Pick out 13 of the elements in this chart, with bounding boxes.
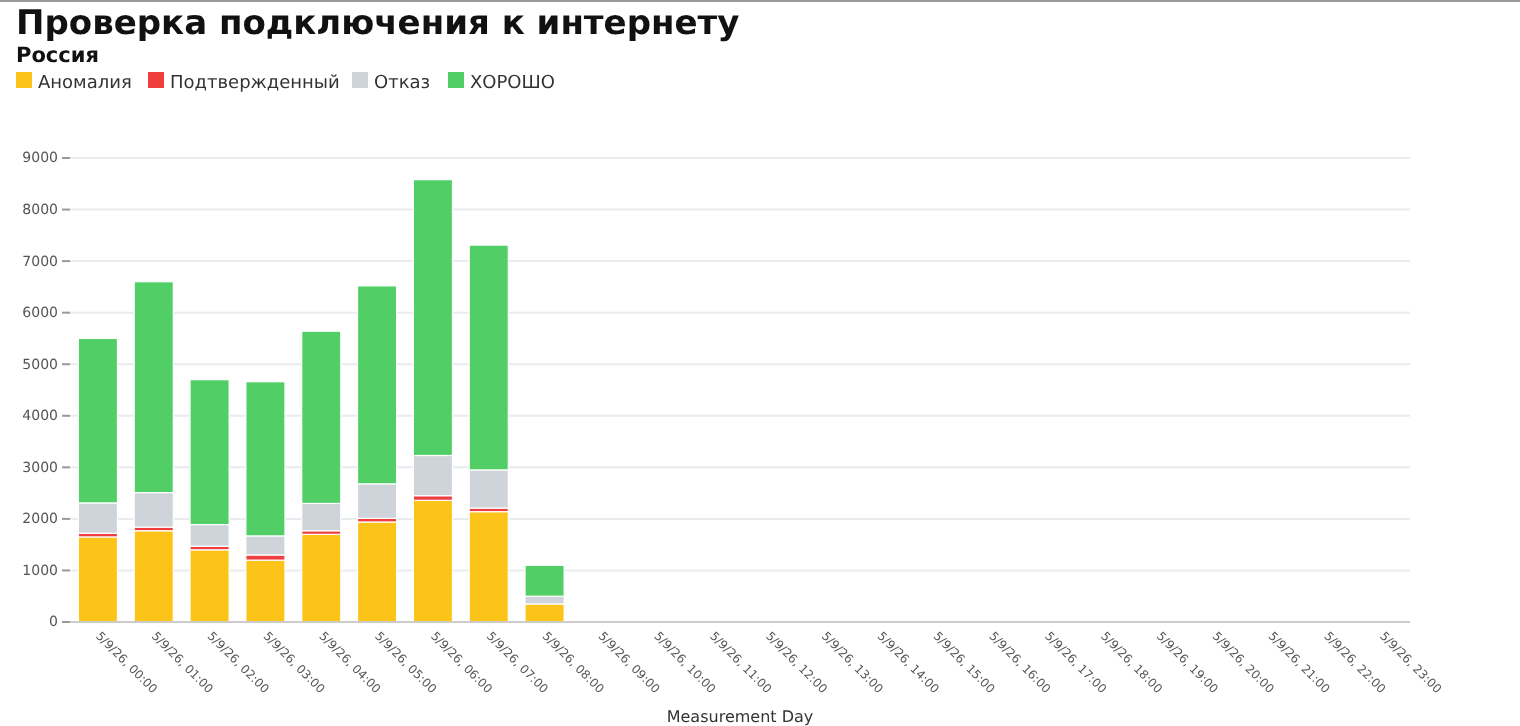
bar	[301, 533, 342, 623]
bar	[77, 536, 119, 623]
chart-subtitle: Россия	[16, 44, 99, 68]
legend-label: Отказ	[374, 74, 431, 94]
legend-label: ХОРОШО	[470, 74, 555, 94]
x-axis-title: Measurement Day	[666, 708, 814, 726]
legend-label: Аномалия	[38, 74, 132, 94]
bar	[356, 521, 398, 623]
bar	[412, 499, 454, 623]
legend-label: Подтвержденный	[170, 74, 341, 94]
bar	[524, 564, 565, 597]
chart-title: Проверка подключения к интернету	[16, 4, 740, 44]
bar	[245, 559, 286, 623]
